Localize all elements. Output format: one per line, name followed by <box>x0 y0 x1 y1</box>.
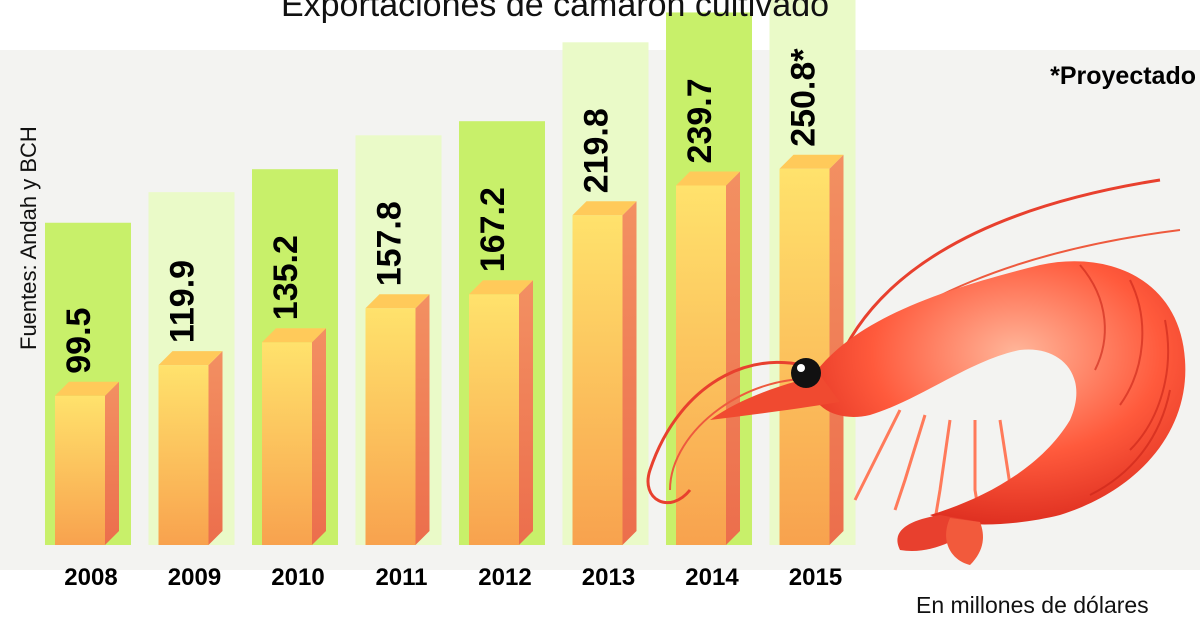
value-label: 239.7 <box>681 78 719 163</box>
year-label: 2012 <box>478 564 531 591</box>
value-label: 157.8 <box>371 201 409 286</box>
projected-note: *Proyectado <box>1050 62 1196 90</box>
bar <box>572 215 623 546</box>
bar-top <box>262 328 326 343</box>
bar-side <box>415 294 430 545</box>
bar-top <box>469 280 533 295</box>
value-label: 99.5 <box>60 308 98 374</box>
source-text: Fuentes: Andah y BCH <box>16 126 41 350</box>
value-label: 250.8* <box>785 48 823 147</box>
bar <box>779 168 830 546</box>
units-label: En millones de dólares <box>916 592 1149 618</box>
bar-side <box>726 171 740 545</box>
bar <box>158 365 209 545</box>
bar-side <box>312 328 326 545</box>
shrimp-illustration <box>646 178 1186 565</box>
bar-top <box>365 294 430 309</box>
year-label: 2014 <box>685 564 739 591</box>
bar-top <box>572 201 637 216</box>
bar <box>55 395 105 545</box>
year-label: 2015 <box>789 564 842 591</box>
bar <box>469 294 519 545</box>
bar-side <box>829 154 844 546</box>
bar-top <box>158 351 223 366</box>
bar-side <box>105 381 119 545</box>
bar <box>262 342 312 545</box>
source-label: Fuentes: Andah y BCH <box>16 126 41 350</box>
bar <box>676 185 726 545</box>
chart-title: Exportaciones de camarón cultivado <box>280 0 830 24</box>
value-label: 119.9 <box>164 260 202 343</box>
bar-top <box>779 154 844 169</box>
bar-side <box>622 201 637 546</box>
value-label: 167.2 <box>474 187 512 272</box>
year-label: 2009 <box>168 564 221 591</box>
bar-side <box>208 351 223 545</box>
bar-top <box>55 381 119 396</box>
value-label: 219.8 <box>578 108 616 193</box>
year-label: 2013 <box>582 564 635 591</box>
bar-side <box>519 280 533 545</box>
bar <box>365 308 416 545</box>
year-label: 2008 <box>64 564 117 591</box>
bar-top <box>676 171 740 186</box>
year-label: 2010 <box>271 564 324 591</box>
year-label: 2011 <box>375 564 427 591</box>
value-label: 135.2 <box>267 235 305 320</box>
